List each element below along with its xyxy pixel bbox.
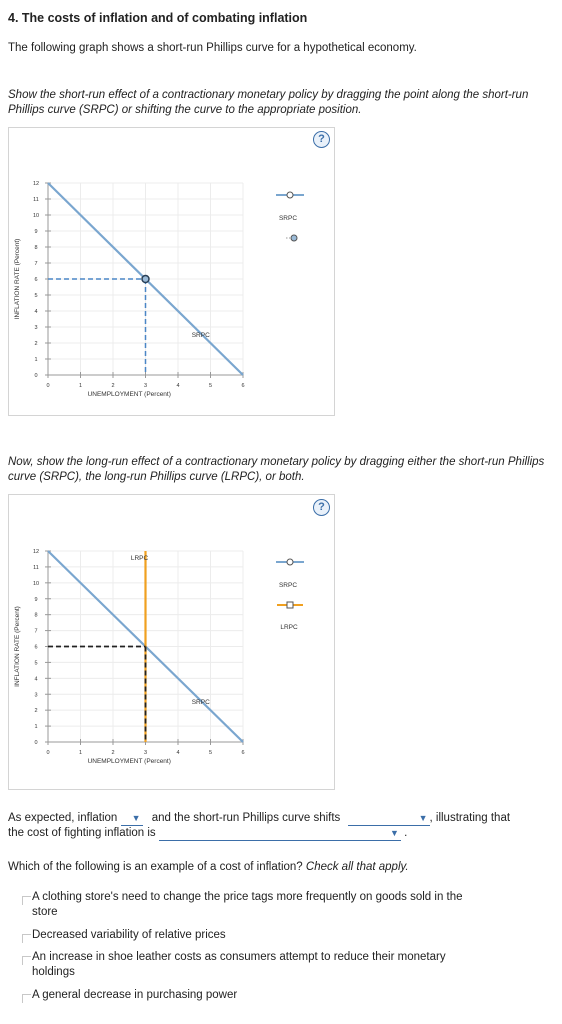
y-tick-label: 2 bbox=[34, 341, 37, 347]
graph-panel-2: ? 0 1 2 3 4 5 6 7 8 9 10 11 12 0 1 2 3 4 5 6 UNEMPLOYMENT (P… bbox=[8, 494, 335, 790]
sentence-part-4: the cost of fighting inflation is bbox=[8, 827, 156, 839]
y-tick-label: 7 bbox=[34, 629, 37, 635]
x-tick-label: 3 bbox=[144, 750, 147, 756]
dropdown-arrow-icon: ▼ bbox=[418, 813, 428, 823]
y-tick-label: 5 bbox=[34, 293, 37, 299]
x-axis-label: UNEMPLOYMENT (Percent) bbox=[88, 391, 171, 398]
y-tick-label: 4 bbox=[34, 676, 37, 682]
y-tick-label: 11 bbox=[33, 565, 39, 571]
question-2-hint: Check all that apply. bbox=[305, 861, 409, 873]
y-tick-label: 1 bbox=[34, 724, 37, 730]
y-tick-label: 9 bbox=[34, 597, 37, 603]
x-tick-label: 1 bbox=[79, 750, 82, 756]
legend-srpc-label: SRPC bbox=[279, 215, 297, 222]
x-tick-label: 0 bbox=[46, 750, 49, 756]
question-2: Which of the following is an example of … bbox=[8, 861, 409, 873]
x-tick-label: 4 bbox=[176, 750, 179, 756]
x-tick-label: 0 bbox=[46, 383, 49, 389]
sentence-part-1: As expected, inflation bbox=[8, 812, 118, 824]
sentence-part-3: , illustrating that bbox=[429, 812, 511, 824]
x-tick-label: 3 bbox=[144, 383, 147, 389]
y-tick-label: 3 bbox=[34, 692, 37, 698]
y-tick-label: 9 bbox=[34, 229, 37, 235]
x-tick-label: 4 bbox=[176, 383, 179, 389]
sentence-part-2: and the short-run Phillips curve shifts bbox=[151, 812, 341, 824]
y-tick-label: 1 bbox=[34, 357, 37, 363]
x-tick-label: 2 bbox=[111, 750, 114, 756]
y-tick-label: 8 bbox=[34, 613, 37, 619]
x-tick-label: 6 bbox=[241, 383, 244, 389]
option-2-checkbox[interactable] bbox=[22, 934, 31, 943]
y-tick-label: 10 bbox=[33, 213, 39, 219]
question-title: 4. The costs of inflation and of combati… bbox=[8, 11, 308, 25]
option-1-text-line-2: store bbox=[32, 906, 58, 918]
srpc-curve-label: SRPC bbox=[192, 332, 210, 339]
lrpc-curve-label: LRPC bbox=[131, 555, 149, 562]
circle-handle-icon[interactable] bbox=[286, 558, 294, 566]
y-tick-label: 0 bbox=[34, 373, 37, 379]
cost-dropdown[interactable]: ▼ bbox=[158, 828, 401, 841]
x-tick-label: 5 bbox=[209, 383, 212, 389]
help-icon[interactable]: ? bbox=[313, 131, 330, 148]
option-1-text-line-1: A clothing store's need to change the pr… bbox=[32, 891, 463, 903]
y-axis-label: INFLATION RATE (Percent) bbox=[14, 606, 21, 687]
y-tick-label: 3 bbox=[34, 325, 37, 331]
square-handle-icon[interactable] bbox=[286, 601, 294, 609]
option-3-checkbox[interactable] bbox=[22, 956, 31, 965]
option-4-label[interactable]: A general decrease in purchasing power bbox=[32, 989, 238, 1001]
question-2-text: Which of the following is an example of … bbox=[8, 861, 303, 873]
x-tick-label: 2 bbox=[111, 383, 114, 389]
dropdown-arrow-icon: ▼ bbox=[389, 828, 399, 838]
option-2-label[interactable]: Decreased variability of relative prices bbox=[32, 929, 226, 941]
option-3-label[interactable]: An increase in shoe leather costs as con… bbox=[32, 950, 522, 980]
y-tick-label: 7 bbox=[34, 261, 37, 267]
option-1-checkbox[interactable] bbox=[22, 896, 31, 905]
fill-in-sentence: As expected, inflation ▼ and the short-r… bbox=[8, 811, 554, 841]
y-tick-label: 10 bbox=[33, 581, 39, 587]
y-tick-label: 11 bbox=[33, 197, 39, 203]
option-3-text-line-1: An increase in shoe leather costs as con… bbox=[32, 951, 446, 963]
x-tick-label: 6 bbox=[241, 750, 244, 756]
srpc-curve-label: SRPC bbox=[192, 699, 210, 706]
inflation-dropdown[interactable]: ▼ bbox=[120, 813, 143, 826]
instruction-1: Show the short-run effect of a contracti… bbox=[8, 89, 529, 116]
dropdown-arrow-icon: ▼ bbox=[131, 813, 141, 823]
y-tick-label: 2 bbox=[34, 708, 37, 714]
y-tick-label: 6 bbox=[34, 277, 37, 283]
x-axis-label: UNEMPLOYMENT (Percent) bbox=[88, 758, 171, 765]
y-tick-label: 12 bbox=[33, 549, 39, 555]
point-tool-icon bbox=[290, 234, 298, 242]
y-tick-label: 5 bbox=[34, 660, 37, 666]
draggable-point[interactable] bbox=[141, 274, 150, 284]
y-tick-label: 6 bbox=[34, 645, 37, 651]
option-4-checkbox[interactable] bbox=[22, 994, 31, 1003]
circle-handle-icon[interactable] bbox=[286, 191, 294, 199]
y-tick-label: 0 bbox=[34, 740, 37, 746]
graph-panel-1: ? 0 1 2 3 4 5 6 7 8 9 10 11 12 0 1 2 3 4 5 6 UNEMPLOYMENT (P… bbox=[8, 127, 335, 416]
x-tick-label: 1 bbox=[79, 383, 82, 389]
legend-lrpc-label: LRPC bbox=[280, 624, 298, 631]
x-tick-label: 5 bbox=[209, 750, 212, 756]
intro-text: The following graph shows a short-run Ph… bbox=[8, 42, 417, 54]
y-axis-label: INFLATION RATE (Percent) bbox=[14, 239, 21, 320]
option-1-label[interactable]: A clothing store's need to change the pr… bbox=[32, 890, 522, 920]
y-tick-label: 4 bbox=[34, 309, 37, 315]
sentence-part-5: . bbox=[404, 827, 408, 839]
instruction-2: Now, show the long-run effect of a contr… bbox=[8, 456, 545, 483]
legend-srpc-label: SRPC bbox=[279, 582, 297, 589]
y-tick-label: 8 bbox=[34, 245, 37, 251]
srpc-shift-dropdown[interactable]: ▼ bbox=[347, 813, 430, 826]
y-tick-label: 12 bbox=[33, 181, 39, 187]
option-3-text-line-2: holdings bbox=[32, 966, 75, 978]
help-icon[interactable]: ? bbox=[313, 499, 330, 516]
